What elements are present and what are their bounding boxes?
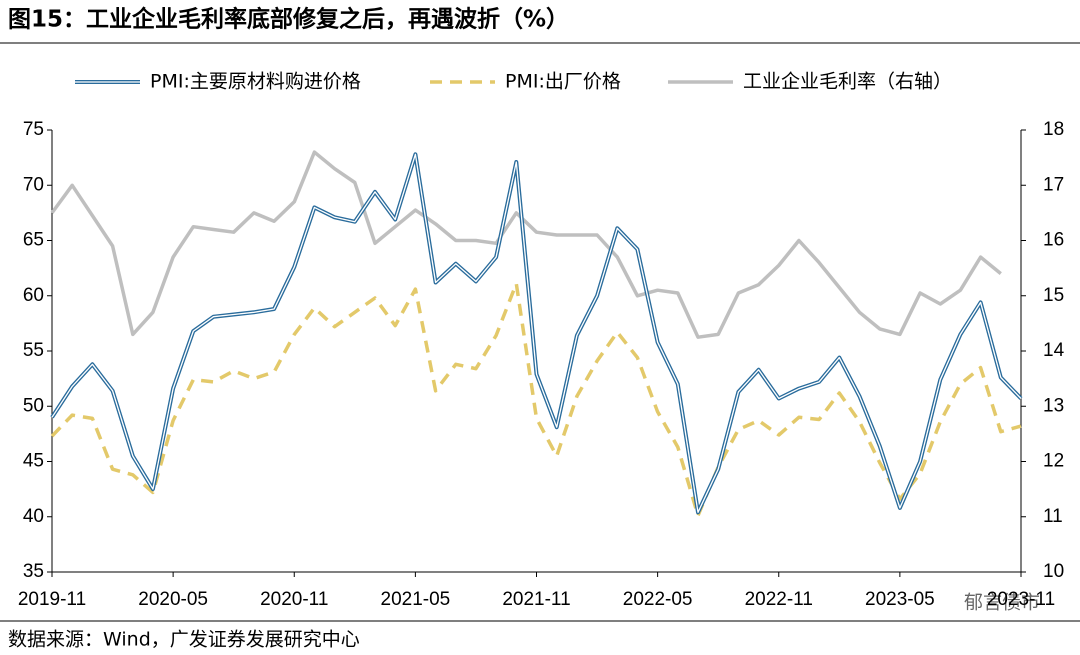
y-tick-label: 40: [23, 506, 44, 527]
y2-tick-label: 11: [1043, 506, 1063, 527]
y2-tick-label: 12: [1043, 451, 1064, 472]
y2-tick-label: 13: [1043, 395, 1064, 416]
y2-tick-label: 14: [1043, 340, 1065, 361]
series-line: [50, 152, 1023, 515]
x-tick-label: 2023-11: [987, 589, 1055, 610]
y2-tick-label: 17: [1043, 174, 1064, 195]
y2-tick-label: 18: [1043, 119, 1064, 140]
y-tick-label: 35: [23, 561, 44, 582]
watermark: 郁言债市: [964, 592, 1040, 614]
x-tick-label: 2021-11: [502, 589, 570, 610]
x-tick-label: 2021-05: [381, 589, 451, 610]
chart-title: 图15：工业企业毛利率底部修复之后，再遇波折（%）: [8, 6, 569, 33]
series-line-inner: [51, 153, 1022, 513]
legend-label: 工业企业毛利率（右轴）: [743, 71, 952, 93]
x-tick-label: 2020-05: [138, 589, 208, 610]
x-tick-label: 2019-11: [18, 589, 86, 610]
y-tick-label: 60: [23, 285, 44, 306]
y2-tick-label: 10: [1043, 561, 1064, 582]
y2-tick-label: 15: [1043, 285, 1064, 306]
y-tick-label: 55: [23, 340, 44, 361]
x-tick-label: 2023-05: [865, 589, 935, 610]
series-line: [50, 281, 1022, 518]
x-tick-label: 2020-11: [260, 589, 328, 610]
y-tick-label: 50: [23, 395, 44, 416]
y-tick-label: 75: [23, 119, 44, 140]
y2-tick-label: 16: [1043, 230, 1064, 251]
x-tick-label: 2022-11: [745, 589, 813, 610]
source: 数据来源：Wind，广发证券发展研究中心: [8, 629, 360, 651]
legend-label: PMI:出厂价格: [505, 71, 621, 93]
series-line: [50, 150, 1002, 339]
legend-label: PMI:主要原材料购进价格: [150, 71, 361, 93]
y-tick-label: 70: [23, 174, 44, 195]
x-tick-label: 2022-05: [623, 589, 693, 610]
y-tick-label: 65: [23, 230, 44, 251]
y-tick-label: 45: [23, 451, 44, 472]
